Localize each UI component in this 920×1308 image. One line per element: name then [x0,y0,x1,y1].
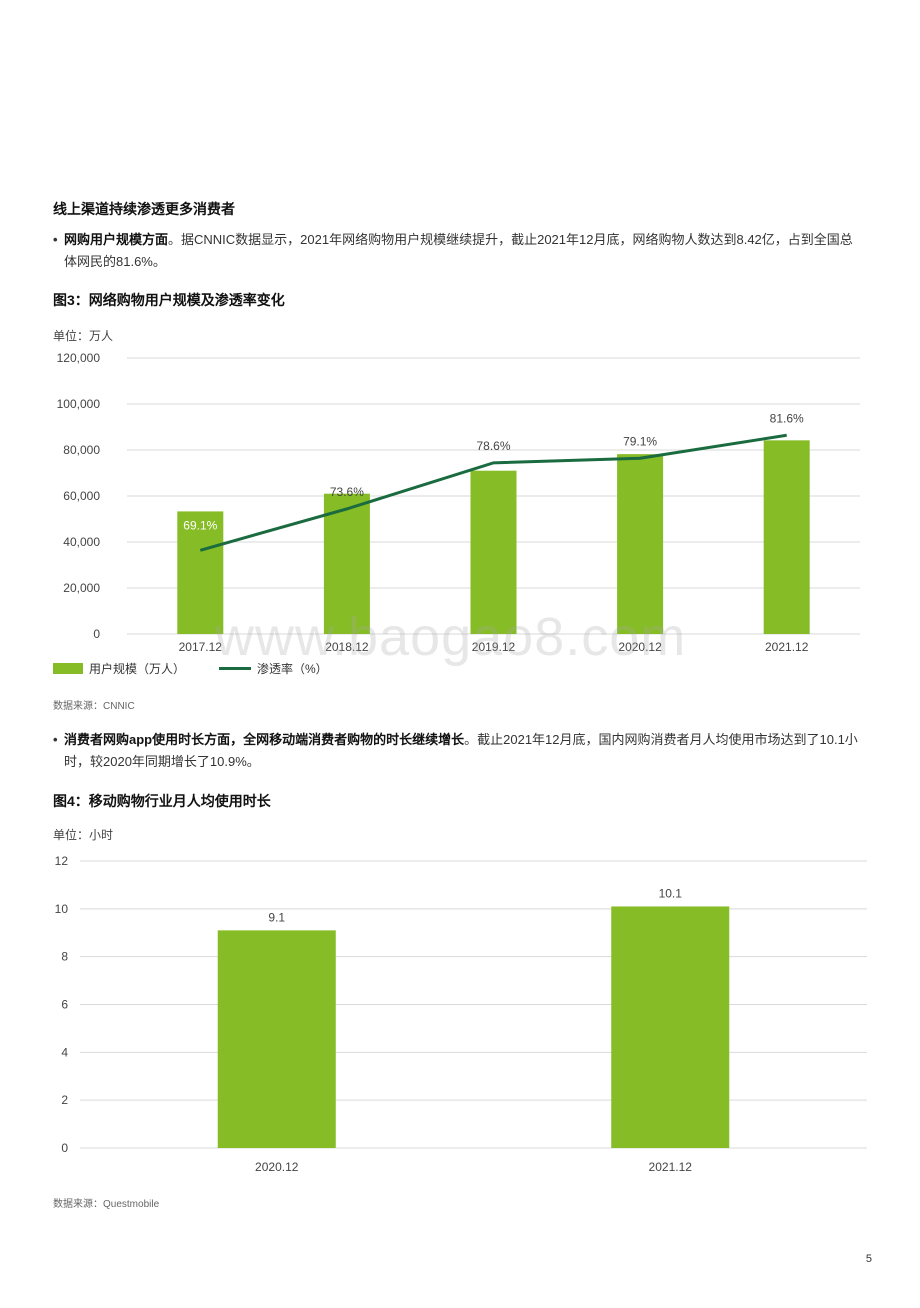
line-data-label: 79.1% [623,434,657,448]
line-data-label: 81.6% [770,411,804,425]
penetration-line [199,433,787,552]
x-tick-label: 2021.12 [765,640,809,654]
fig4-title: 图4：移动购物行业月人均使用时长 [53,793,271,809]
y-tick-label: 60,000 [63,489,100,503]
y-tick-label: 12 [55,854,69,868]
legend-line-swatch [219,667,252,670]
line-data-label: 69.1% [183,518,217,532]
fig3-title: 图3：网络购物用户规模及渗透率变化 [53,292,285,308]
bar [323,493,370,634]
x-tick-label: 2018.12 [325,640,369,654]
bullet-body: 。截止2021年12月底，国内网购消费者月人均使用市场达到了10.1小时，较20… [64,732,858,769]
page-number: 5 [865,1253,872,1265]
y-tick-label: 4 [61,1045,68,1059]
bullet-bold: 消费者网购app使用时长方面，全网移动端消费者购物的时长继续增长 [64,732,465,747]
bullet-dot: • [53,232,58,247]
bullet-text: 消费者网购app使用时长方面，全网移动端消费者购物的时长继续增长。截止2021年… [53,729,865,773]
section-title: 线上渠道持续渗透更多消费者 [53,201,235,217]
line-data-label: 73.6% [330,485,364,499]
bullet-online-users: • 网购用户规模方面。据CNNIC数据显示，2021年网络购物用户规模继续提升，… [53,229,865,273]
bar [217,930,336,1148]
bar [611,906,730,1148]
watermark: www.baogao8.com [215,607,687,667]
y-tick-label: 100,000 [57,397,101,411]
legend-bar-swatch [53,663,83,674]
x-tick-label: 2017.12 [179,640,223,654]
y-tick-label: 6 [61,998,68,1012]
bullet-text: 网购用户规模方面。据CNNIC数据显示，2021年网络购物用户规模继续提升，截止… [53,229,865,273]
x-tick-label: 2020.12 [618,640,662,654]
x-tick-label: 2019.12 [472,640,516,654]
bullet-app-usage: • 消费者网购app使用时长方面，全网移动端消费者购物的时长继续增长。截止202… [53,729,865,773]
fig3-legend: 用户规模（万人） 渗透率（%） [53,660,328,677]
legend-bar-label: 用户规模（万人） [89,662,186,676]
y-tick-label: 2 [61,1093,68,1107]
fig4-unit: 单位：小时 [53,828,114,842]
y-tick-label: 0 [61,1141,68,1155]
y-tick-label: 80,000 [63,443,100,457]
bar [470,470,517,634]
bullet-dot: • [53,732,58,747]
y-tick-label: 8 [61,950,68,964]
bullet-body: 。据CNNIC数据显示，2021年网络购物用户规模继续提升，截止2021年12月… [64,232,853,269]
fig4-source: 数据来源：Questmobile [53,1199,160,1210]
y-tick-label: 120,000 [57,351,101,365]
bar [617,454,664,634]
y-tick-label: 10 [55,902,69,916]
bar-data-label: 10.1 [659,886,683,900]
bar-data-label: 9.1 [268,910,285,924]
x-tick-label: 2020.12 [255,1160,299,1174]
line-data-label: 78.6% [476,439,510,453]
bar [177,511,224,634]
bullet-bold: 网购用户规模方面 [64,232,169,247]
fig3-source: 数据来源：CNNIC [53,701,135,712]
y-tick-label: 0 [93,627,100,641]
fig4-chart: 0 2 4 6 8 10 12 9.1 10.1 2020.12 2021.12 [55,854,867,1174]
legend-line-label: 渗透率（%） [257,662,328,676]
y-tick-label: 20,000 [63,581,100,595]
fig3-unit: 单位：万人 [53,329,114,343]
x-tick-label: 2021.12 [649,1160,693,1174]
fig3-chart: 0 20,000 40,000 60,000 80,000 100,000 120,000 2… [57,351,860,654]
bar [763,440,810,634]
y-tick-label: 40,000 [63,535,100,549]
